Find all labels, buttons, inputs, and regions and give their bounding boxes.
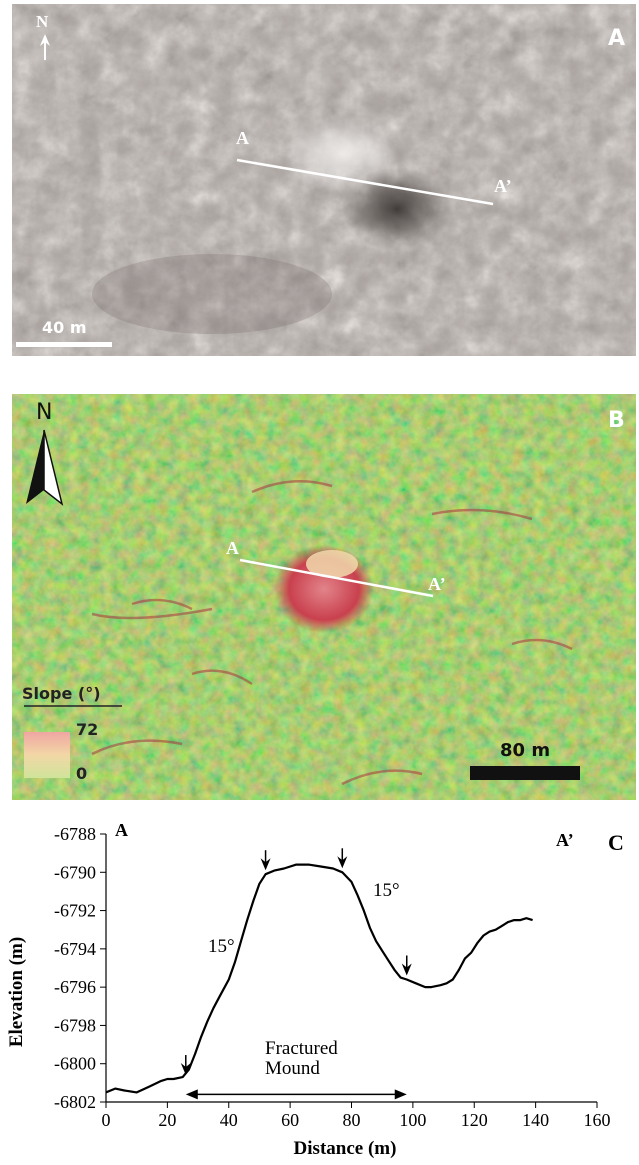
profile-end-label: A’ [556, 830, 574, 850]
y-tick-label: -6788 [54, 824, 96, 844]
scale-bar-label-b: 80 m [500, 740, 551, 761]
y-tick-label: -6792 [54, 901, 96, 921]
x-tick-label: 20 [158, 1110, 176, 1130]
elevation-profile-chart: 0 20 40 60 80 100 120 140 160 -6788 -6790 -6792 -679… [6, 820, 624, 1159]
chart-series [105, 863, 533, 1094]
scale-bar-label: 40 m [42, 318, 87, 337]
feature-label-line2: Mound [265, 1058, 320, 1079]
break-arrow-head [401, 963, 412, 976]
slope-map-image [12, 394, 636, 800]
panel-b-slope-map: N B A A’ Slope (°) 72 0 80 m [12, 394, 636, 800]
panel-c-elevation-profile: 0 20 40 60 80 100 120 140 160 -6788 -6790 -6792 -679… [0, 812, 639, 1160]
feature-label-line1: Fractured [265, 1038, 338, 1059]
break-arrow-head [180, 1063, 191, 1076]
x-tick-label: 100 [399, 1110, 426, 1130]
mound-span-arrow-right [394, 1089, 407, 1100]
section-end-label: A’ [494, 176, 512, 196]
y-axis-label: Elevation (m) [6, 937, 27, 1047]
north-label-b: N [36, 400, 53, 425]
x-tick-label: 120 [461, 1110, 488, 1130]
panel-letter-c: C [608, 830, 624, 855]
y-tick-label: -6800 [54, 1054, 96, 1074]
section-end-label-b: A’ [428, 574, 446, 594]
profile-start-label: A [115, 820, 128, 840]
x-tick-label: 80 [343, 1110, 361, 1130]
slope-label-right: 15° [373, 880, 400, 901]
section-line-b [239, 558, 434, 598]
slope-legend-max: 72 [76, 720, 99, 739]
x-axis-label: Distance (m) [294, 1138, 397, 1159]
section-start-label-b: A [226, 538, 239, 558]
section-start-label: A [236, 128, 249, 148]
scale-bar [16, 342, 112, 347]
chart-markers [180, 848, 412, 1100]
north-label: N [36, 12, 49, 31]
x-tick-label: 0 [102, 1110, 111, 1130]
scale-bar-b [470, 766, 580, 780]
elevation-profile-line [105, 863, 533, 1094]
panel-a-hillshade: N A A A’ 40 m [12, 4, 636, 356]
slope-legend-title: Slope (°) [22, 684, 101, 703]
north-arrow-b [26, 429, 64, 506]
slope-label-left: 15° [208, 936, 235, 957]
break-arrow-head [260, 858, 271, 871]
x-tick-label: 140 [522, 1110, 549, 1130]
mound-span-arrow-left [185, 1089, 198, 1100]
section-line [236, 158, 494, 206]
x-tick-label: 40 [220, 1110, 238, 1130]
break-arrow-head [337, 856, 348, 869]
y-tick-label: -6794 [54, 939, 96, 959]
panel-letter-a: A [608, 26, 626, 51]
chart-ticks: 0 20 40 60 80 100 120 140 160 -6788 -6790 -6792 -679… [54, 824, 611, 1130]
y-tick-label: -6790 [54, 862, 96, 882]
slope-legend-min: 0 [76, 764, 88, 783]
x-tick-label: 160 [584, 1110, 611, 1130]
chart-axes [105, 834, 597, 1103]
hillshade-image [12, 4, 636, 356]
y-tick-label: -6798 [54, 1015, 96, 1035]
y-tick-label: -6796 [54, 977, 96, 997]
y-tick-label: -6802 [54, 1092, 96, 1112]
panel-letter-b: B [608, 408, 625, 433]
slope-legend-swatch [24, 732, 70, 778]
x-tick-label: 60 [281, 1110, 299, 1130]
